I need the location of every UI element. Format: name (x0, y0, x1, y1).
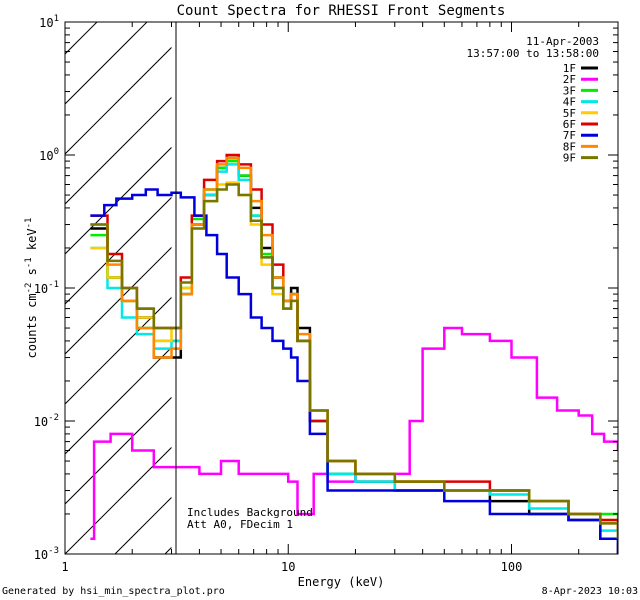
y-tick-label: 10-1 (34, 280, 59, 296)
x-tick-label: 10 (281, 560, 295, 574)
hatch-line (315, 0, 640, 554)
y-tick-label: 100 (39, 147, 59, 163)
hatch-line (415, 0, 640, 554)
legend-label-4F: 4F (563, 96, 576, 109)
series-line-9F (90, 183, 618, 539)
y-tick-label: 10-3 (34, 546, 59, 562)
hatch-line (65, 196, 172, 305)
series-layer (90, 153, 618, 554)
y-axis-label: counts cm-2 s-1 keV-1 (24, 218, 39, 359)
hatch-line (65, 396, 172, 505)
x-axis-label: Energy (keV) (298, 575, 385, 589)
series-line-4F (90, 163, 618, 544)
chart-title: Count Spectra for RHESSI Front Segments (177, 3, 506, 19)
legend-label-2F: 2F (563, 73, 576, 86)
legend-label-3F: 3F (563, 84, 576, 97)
y-axis: 10-3 10-2 10-1 100 101 (34, 14, 618, 562)
legend-label-1F: 1F (563, 62, 576, 75)
legend-label-5F: 5F (563, 107, 576, 120)
hatch-line (65, 296, 172, 405)
hatch-line (65, 246, 172, 355)
legend-label-9F: 9F (563, 152, 576, 165)
x-tick-label: 1 (61, 560, 68, 574)
hatch-line (65, 446, 172, 554)
series-line-2F (90, 326, 618, 541)
footer-generated-by: Generated by hsi_min_spectra_plot.pro (2, 586, 225, 597)
legend-label-6F: 6F (563, 118, 576, 131)
footer-timestamp: 8-Apr-2023 10:03 (542, 586, 638, 597)
hatch-line (265, 0, 640, 554)
series-line-7F (90, 188, 618, 554)
y-tick-label: 101 (39, 14, 59, 30)
annotation-attenuator: Att A0, FDecim 1 (187, 518, 293, 531)
hatch-line (114, 496, 172, 554)
x-tick-label: 100 (501, 560, 523, 574)
legend-label-7F: 7F (563, 129, 576, 142)
hatch-line (365, 0, 640, 554)
series-line-1F (90, 156, 618, 554)
annotation-background: Includes Background (187, 506, 313, 519)
legend-label-8F: 8F (563, 140, 576, 153)
hatch-line (65, 96, 172, 205)
y-tick-label: 10-2 (34, 413, 59, 429)
x-axis: 1 10 100 (61, 22, 619, 574)
time-range-label: 13:57:00 to 13:58:00 (467, 47, 599, 60)
date-label: 11-Apr-2003 (526, 35, 599, 48)
shaded-region (65, 0, 640, 554)
hatch-line (65, 46, 172, 155)
hatch-line (65, 22, 148, 105)
